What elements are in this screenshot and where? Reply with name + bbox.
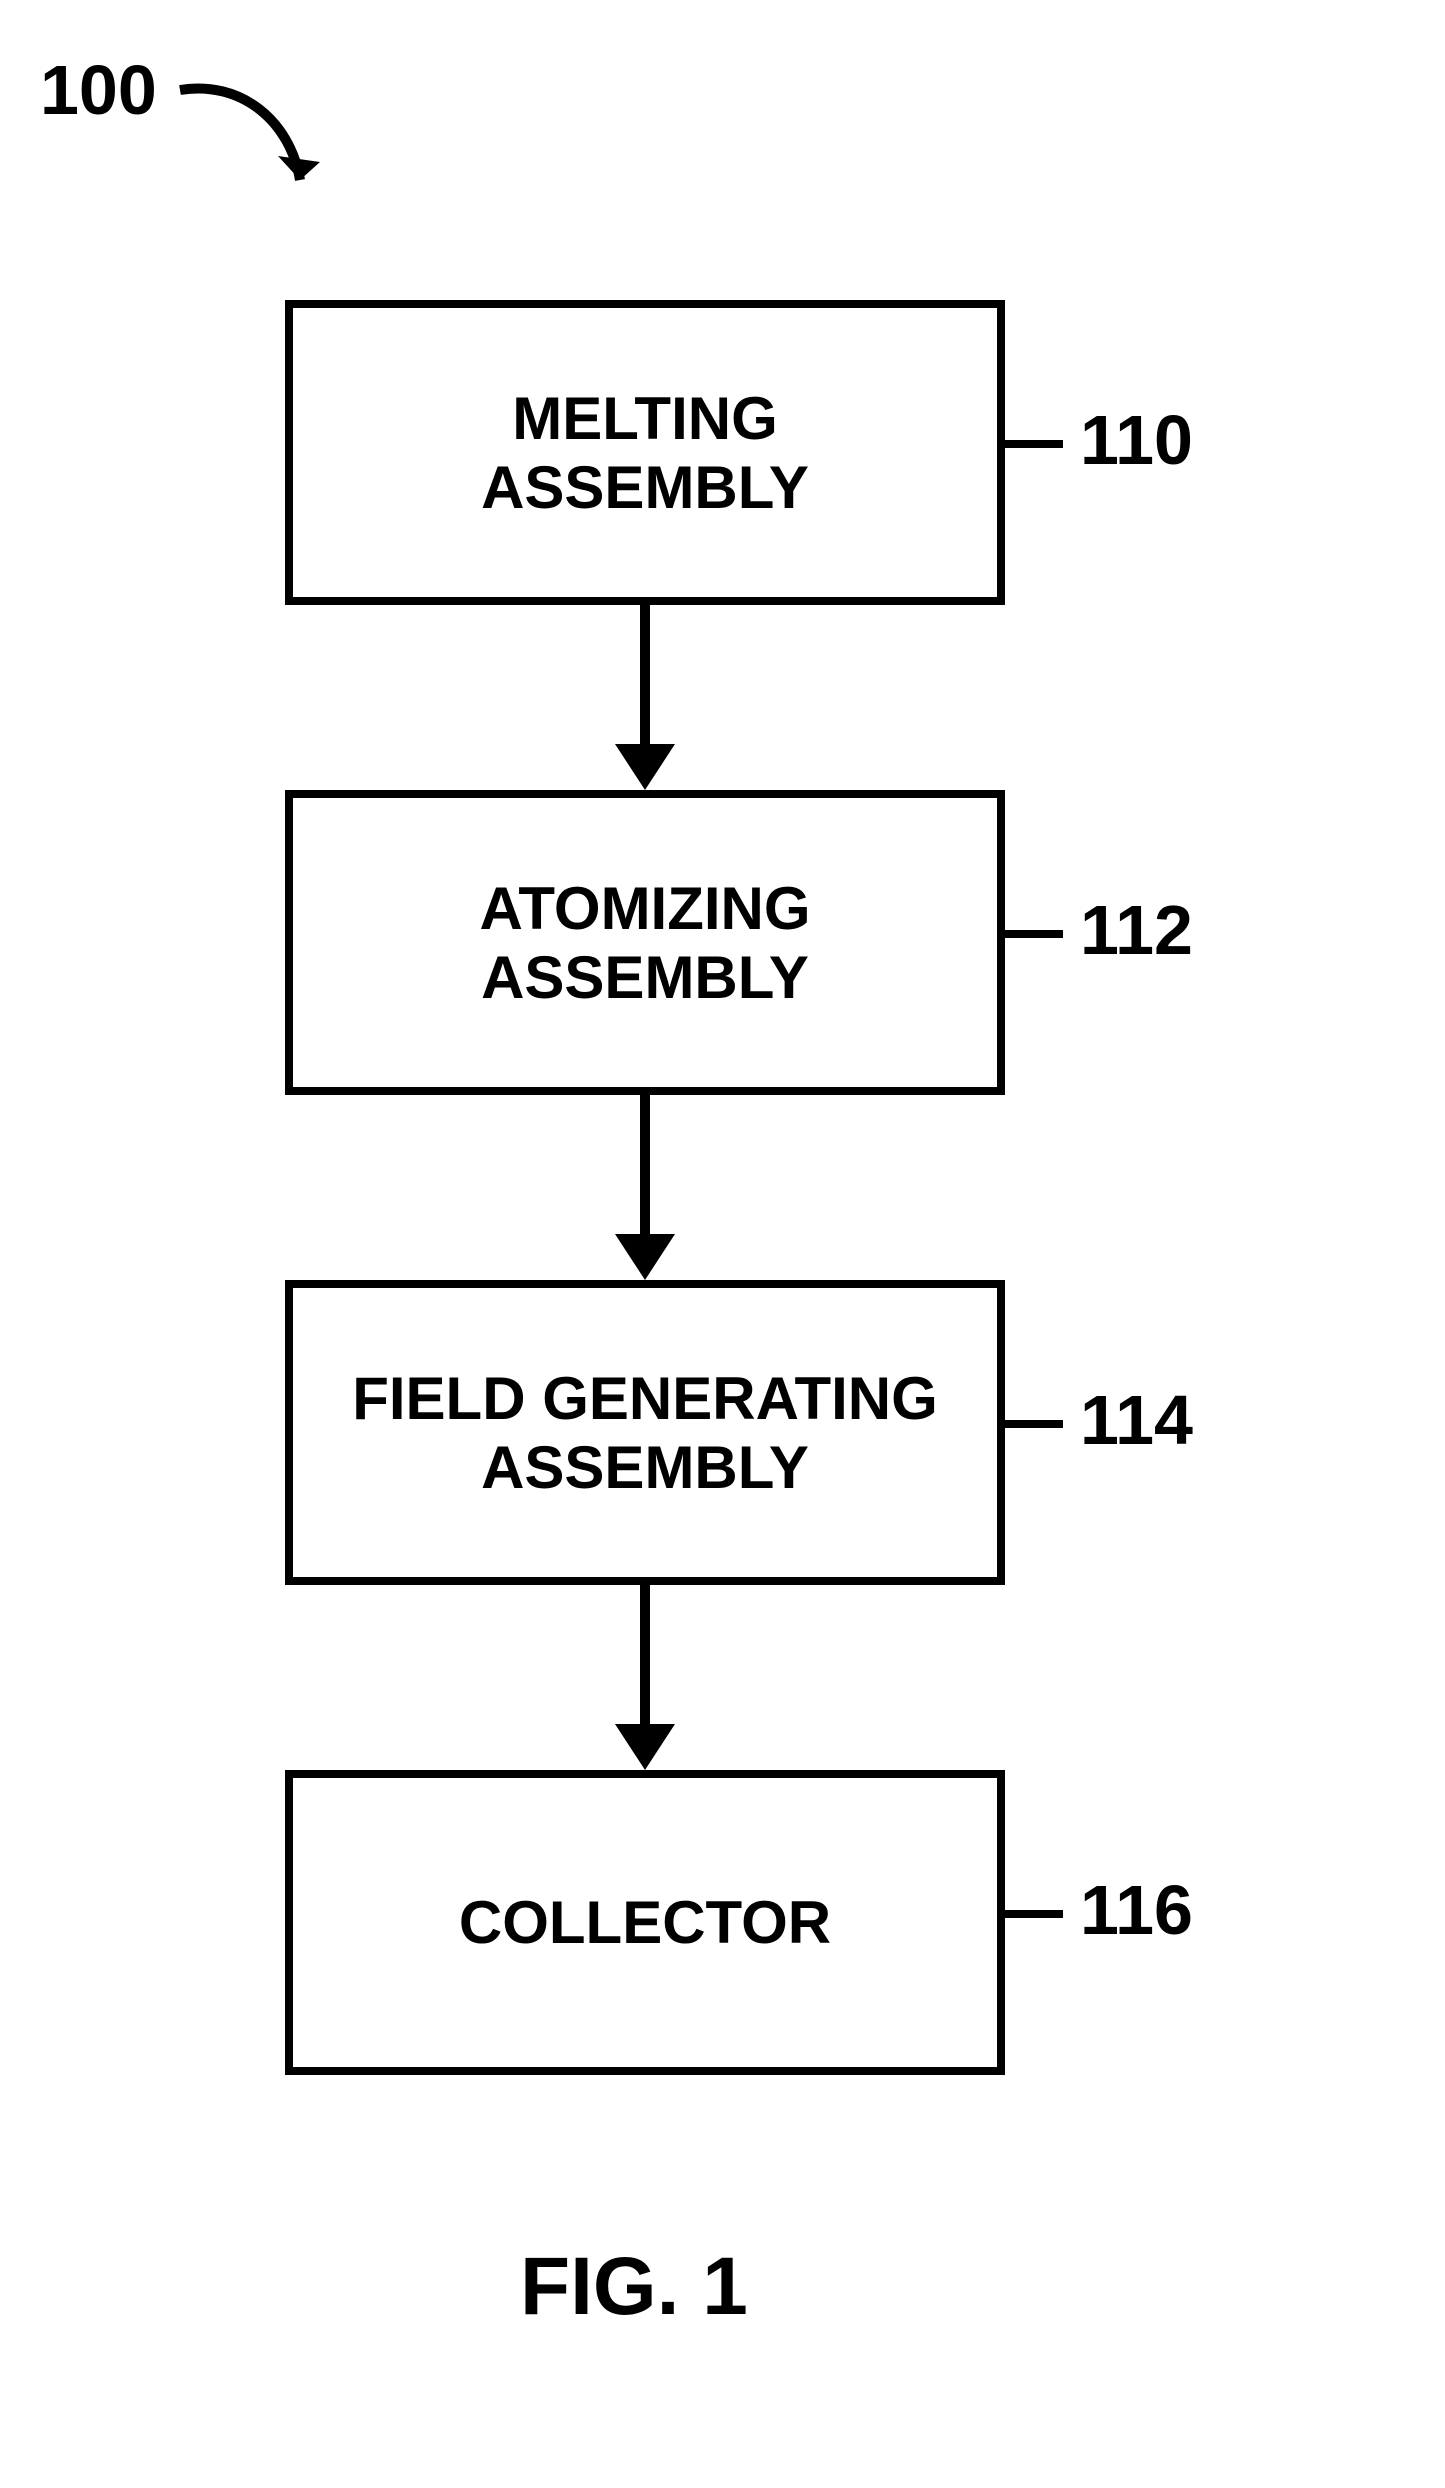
block-label: FIELD GENERATING ASSEMBLY — [352, 1364, 938, 1502]
lead-line — [1005, 440, 1063, 448]
block-label: ATOMIZING ASSEMBLY — [479, 874, 810, 1012]
block-melting-assembly: MELTING ASSEMBLY — [285, 300, 1005, 605]
block-ref-112: 112 — [1080, 890, 1193, 970]
block-ref-116: 116 — [1080, 1870, 1193, 1950]
figure-ref-arrow-icon — [170, 70, 330, 220]
flow-arrow-icon — [615, 605, 675, 790]
block-atomizing-assembly: ATOMIZING ASSEMBLY — [285, 790, 1005, 1095]
lead-line — [1005, 930, 1063, 938]
block-label: MELTING ASSEMBLY — [481, 384, 809, 522]
block-ref-114: 114 — [1080, 1380, 1193, 1460]
figure-caption: FIG. 1 — [520, 2240, 748, 2334]
flow-arrow-icon — [615, 1095, 675, 1280]
figure-ref-number: 100 — [40, 50, 157, 130]
lead-line — [1005, 1420, 1063, 1428]
block-ref-110: 110 — [1080, 400, 1193, 480]
flow-arrow-icon — [615, 1585, 675, 1770]
block-field-generating-assembly: FIELD GENERATING ASSEMBLY — [285, 1280, 1005, 1585]
block-collector: COLLECTOR — [285, 1770, 1005, 2075]
lead-line — [1005, 1910, 1063, 1918]
block-label: COLLECTOR — [459, 1888, 831, 1957]
